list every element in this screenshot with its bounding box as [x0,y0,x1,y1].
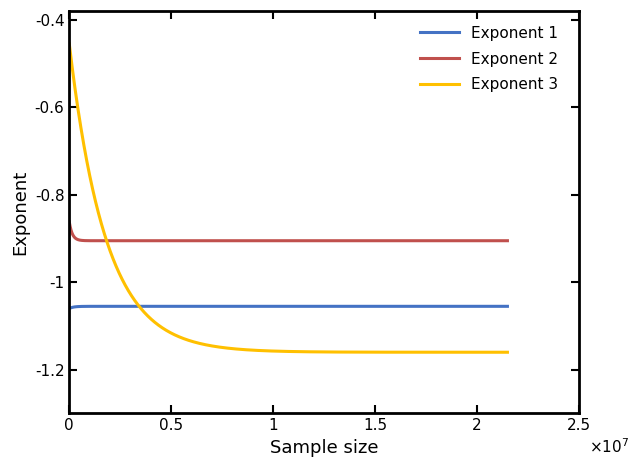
Exponent 3 [484,350,492,355]
Exponent 1 [153,304,161,309]
Legend: Exponent 1, Exponent 2, Exponent 3: Exponent 1, Exponent 2, Exponent 3 [414,20,564,98]
Exponent 1 [211,304,218,309]
Exponent 3 [153,321,161,327]
Exponent 1 [240,304,248,309]
Exponent 2 [332,238,339,243]
Exponent 3 [332,349,339,355]
Line: Exponent 1: Exponent 1 [69,307,508,308]
Exponent 2 [65,219,73,225]
Exponent 2 [484,238,492,243]
Exponent 1 [65,306,73,311]
Exponent 1 [276,304,284,309]
Exponent 2 [504,238,511,243]
Text: $\times10^7$: $\times10^7$ [589,438,629,456]
X-axis label: Sample size: Sample size [270,439,378,457]
Exponent 2 [276,238,284,243]
Exponent 1 [194,304,202,309]
Exponent 3 [211,344,218,349]
Line: Exponent 2: Exponent 2 [69,222,508,241]
Exponent 2 [153,238,161,243]
Exponent 1 [484,304,492,309]
Exponent 3 [65,41,73,47]
Exponent 1 [332,304,339,309]
Exponent 3 [240,347,248,352]
Exponent 2 [170,238,178,243]
Exponent 3 [504,350,511,355]
Exponent 1 [504,304,511,309]
Line: Exponent 3: Exponent 3 [69,44,508,352]
Exponent 2 [240,238,248,243]
Exponent 3 [276,349,284,354]
Exponent 2 [211,238,218,243]
Y-axis label: Exponent: Exponent [11,170,29,255]
